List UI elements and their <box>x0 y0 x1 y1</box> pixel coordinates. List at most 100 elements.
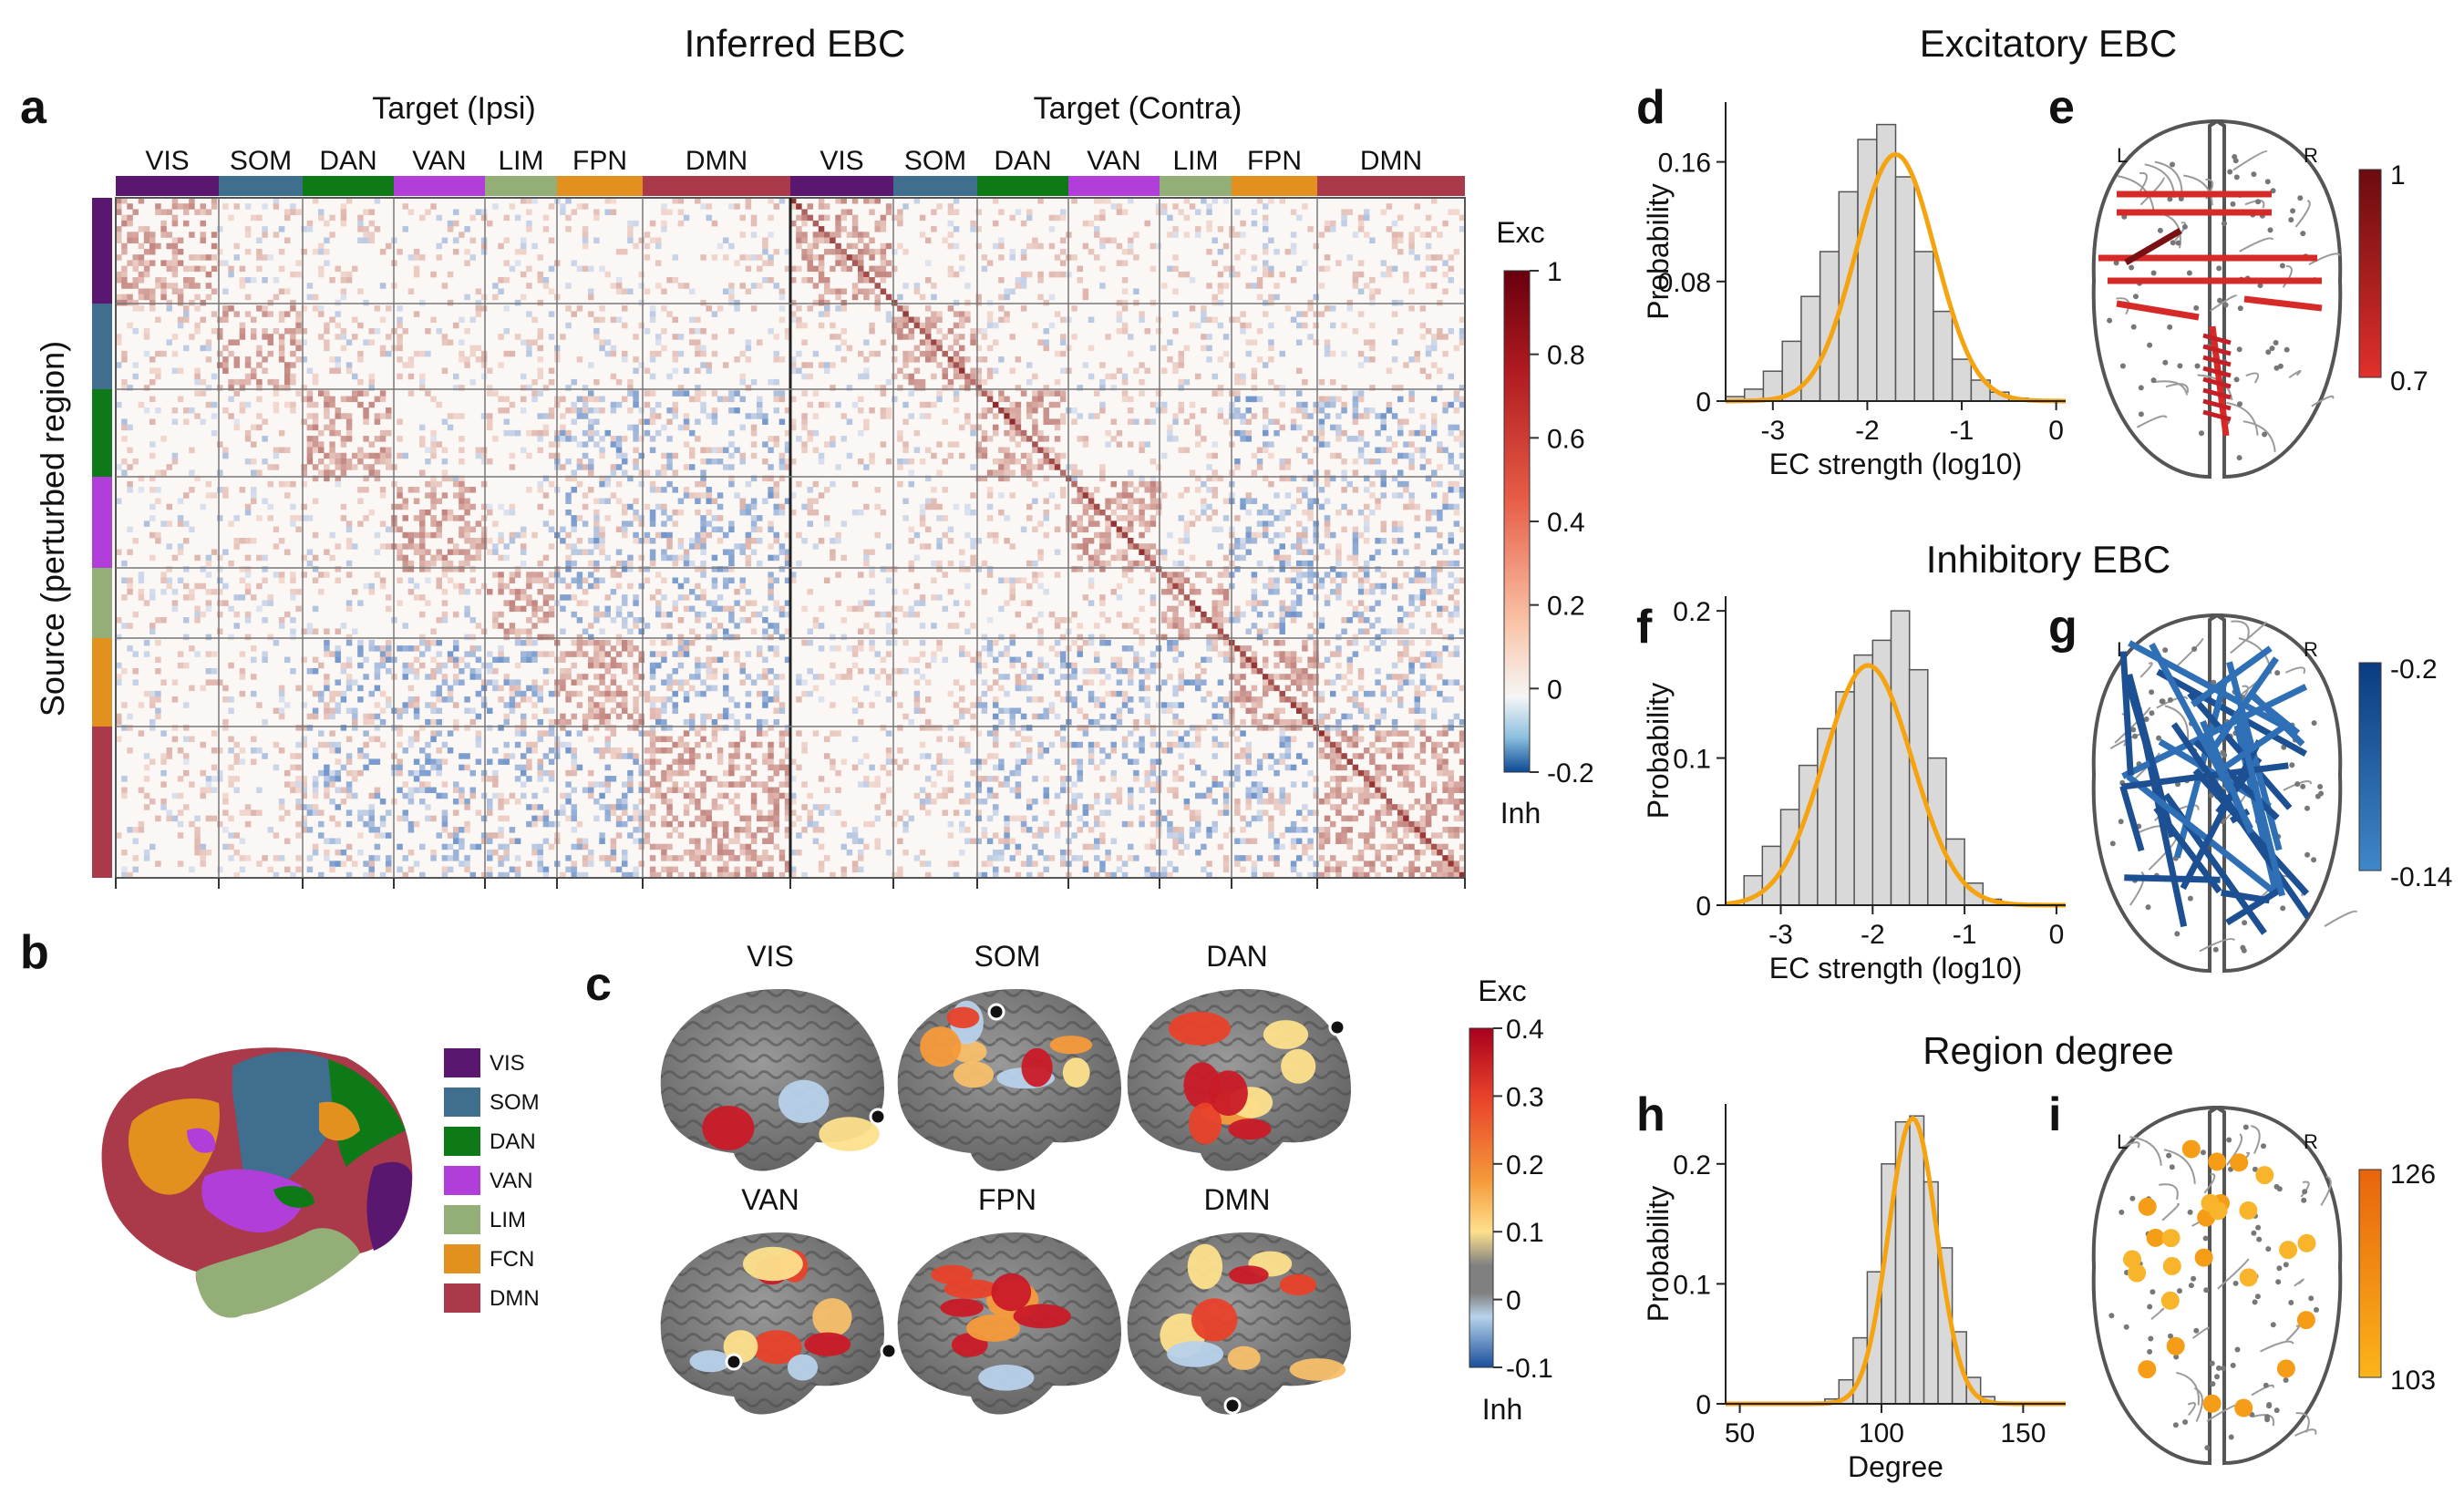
heatmap-cell <box>171 265 179 273</box>
heatmap-cell <box>627 378 634 386</box>
heatmap-cell <box>284 362 291 368</box>
heatmap-cell <box>796 367 802 375</box>
heatmap-cell <box>695 582 701 590</box>
heatmap-cell <box>200 299 206 306</box>
heatmap-cell <box>925 498 932 504</box>
heatmap-cell <box>183 345 190 352</box>
heatmap-cell <box>1268 577 1274 584</box>
heatmap-cell <box>1082 288 1089 294</box>
heatmap-cell <box>745 600 752 606</box>
heatmap-cell <box>1313 656 1319 664</box>
heatmap-cell <box>1397 248 1404 255</box>
heatmap-cell <box>1256 447 1263 454</box>
heatmap-cell <box>1307 226 1314 232</box>
heatmap-cell <box>835 538 841 544</box>
heatmap-cell <box>615 436 623 442</box>
heatmap-cell <box>947 203 954 210</box>
heatmap-cell <box>425 639 431 646</box>
heatmap-cell <box>981 356 988 363</box>
heatmap-cell <box>1408 237 1415 244</box>
heatmap-cell <box>1341 617 1347 624</box>
heatmap-cell <box>459 656 465 664</box>
heatmap-cell <box>1234 458 1241 465</box>
heatmap-cell <box>537 277 543 283</box>
heatmap-cell <box>1071 464 1077 470</box>
heatmap-cell <box>340 413 347 419</box>
heatmap-cell <box>1352 538 1359 544</box>
heatmap-cell <box>301 226 307 232</box>
heatmap-cell <box>925 334 932 340</box>
heatmap-cell <box>273 294 280 301</box>
heatmap-cell <box>1172 617 1179 624</box>
heatmap-cell <box>913 429 921 437</box>
heatmap-cell <box>1263 521 1269 527</box>
heatmap-cell <box>610 492 617 499</box>
heatmap-cell <box>402 226 408 232</box>
heatmap-cell <box>487 418 493 425</box>
heatmap-cell <box>1318 487 1325 493</box>
heatmap-cell <box>121 277 128 283</box>
heatmap-cell <box>773 509 779 516</box>
heatmap-cell <box>1352 396 1359 403</box>
heatmap-cell <box>200 503 206 510</box>
heatmap-cell <box>649 538 656 544</box>
heatmap-cell <box>155 277 161 283</box>
heatmap-cell <box>233 339 240 345</box>
heatmap-cell <box>902 316 909 324</box>
heatmap-cell <box>368 373 375 380</box>
heatmap-cell <box>340 464 347 470</box>
col-label-fpn-ipsi: FPN <box>572 146 627 176</box>
heatmap-cell <box>1313 469 1319 476</box>
heatmap-cell <box>1217 611 1224 618</box>
heatmap-cell <box>1318 543 1325 550</box>
heatmap-cell <box>290 577 296 584</box>
heatmap-cell <box>649 509 656 516</box>
heatmap-cell <box>902 350 909 357</box>
heatmap-cell <box>672 452 678 459</box>
heatmap-cell <box>913 288 921 294</box>
heatmap-cell <box>1279 458 1285 465</box>
heatmap-cell <box>1459 288 1466 294</box>
heatmap-cell <box>902 401 909 408</box>
heatmap-cell <box>700 350 706 357</box>
heatmap-cell <box>897 242 903 250</box>
heatmap-cell <box>1256 464 1263 470</box>
heatmap-cell <box>357 288 364 294</box>
heatmap-cell <box>1352 277 1359 283</box>
heatmap-cell <box>1026 378 1033 386</box>
heatmap-cell <box>615 662 623 669</box>
heatmap-cell <box>397 345 403 352</box>
heatmap-cell <box>1375 634 1381 641</box>
heatmap-cell <box>1302 260 1308 266</box>
heatmap-cell <box>1077 436 1083 442</box>
heatmap-cell <box>503 656 510 664</box>
heatmap-cell <box>335 656 341 664</box>
heatmap-cell <box>931 401 937 408</box>
heatmap-cell <box>661 577 667 584</box>
heatmap-cell <box>790 492 797 499</box>
heatmap-cell <box>880 407 887 414</box>
heatmap-cell <box>211 265 218 273</box>
heatmap-cell <box>1302 452 1308 459</box>
heatmap-cell <box>739 509 746 516</box>
heatmap-cell <box>565 385 572 391</box>
heatmap-cell <box>1419 424 1427 431</box>
heatmap-cell <box>155 209 161 215</box>
heatmap-cell <box>655 605 662 613</box>
heatmap-cell <box>537 487 543 493</box>
heatmap-cell <box>773 334 779 340</box>
heatmap-cell <box>571 594 577 601</box>
heatmap-cell <box>734 305 740 312</box>
heatmap-cell <box>880 566 887 572</box>
heatmap-cell <box>357 237 364 244</box>
heatmap-cell <box>233 356 240 363</box>
heatmap-cell <box>1211 623 1218 629</box>
heatmap-cell <box>306 283 314 289</box>
heatmap-cell <box>908 480 914 488</box>
heatmap-cell <box>1217 407 1224 414</box>
heatmap-cell <box>672 600 678 606</box>
source-axis-label: Source (perturbed region) <box>34 341 71 716</box>
heatmap-cell <box>1313 531 1319 539</box>
heatmap-cell <box>244 582 252 590</box>
heatmap-cell <box>340 441 347 448</box>
